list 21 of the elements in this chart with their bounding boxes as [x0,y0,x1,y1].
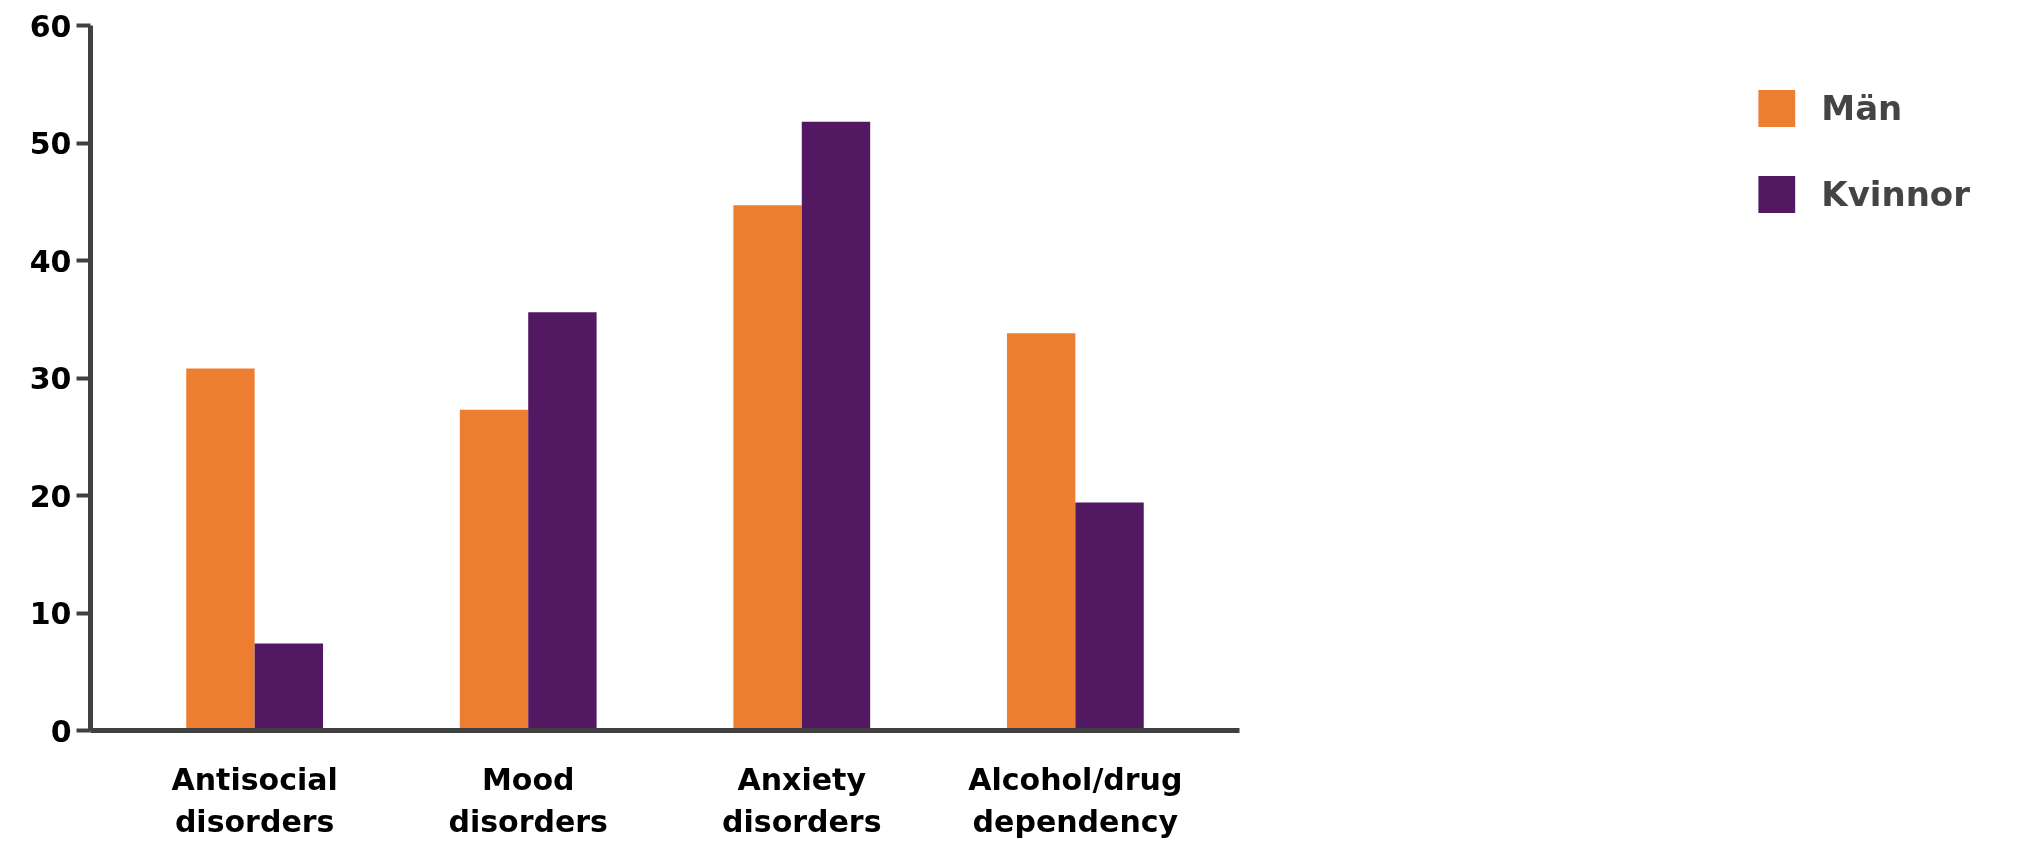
y-tick-label: 60 [29,8,72,44]
legend-label: Män [1821,88,1903,128]
y-tick-label: 30 [29,361,72,396]
legend-label: Kvinnor [1821,174,1970,214]
bar [528,312,597,731]
bar [801,121,871,731]
x-tick-label: Anxiety disorders [722,761,882,839]
x-tick-label: Alcohol/drug dependency [968,761,1183,839]
y-tick-label: 40 [29,243,72,279]
x-tick-label: Mood disorders [448,761,608,839]
bar [254,643,324,731]
bar [459,409,529,731]
y-tick-label: 50 [29,126,72,161]
bar [733,205,802,731]
bar [1075,502,1144,731]
x-tick-label: Antisocial disorders [171,761,338,839]
bar [186,368,255,731]
y-tick-label: 0 [50,713,72,749]
bar [1006,333,1076,731]
y-tick-label: 10 [29,596,72,631]
y-tick-label: 20 [29,478,72,514]
